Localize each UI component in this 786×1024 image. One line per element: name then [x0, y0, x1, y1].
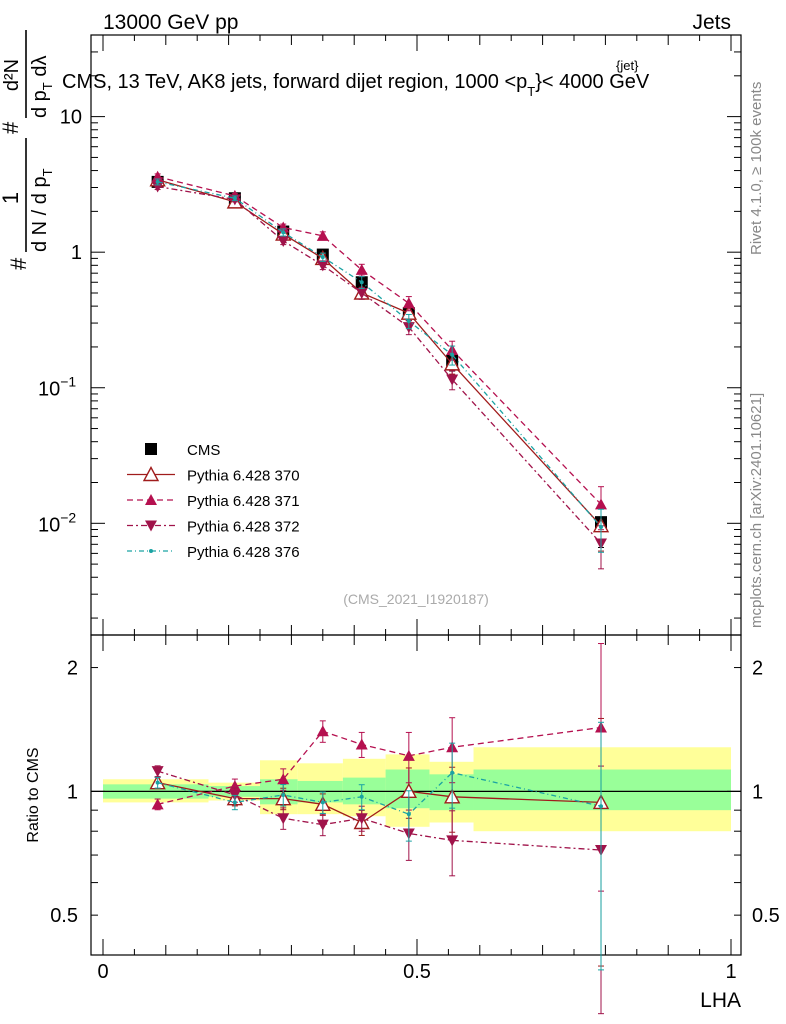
plot-title-sub: T — [527, 84, 535, 99]
point-p376 — [599, 524, 604, 529]
analysis-label: (CMS_2021_I1920187) — [343, 591, 489, 607]
point-p372 — [277, 235, 290, 247]
ratio-y-tick-label-right: 1 — [752, 781, 763, 803]
point-p371 — [316, 725, 329, 737]
point-p376 — [232, 196, 237, 201]
ylabel-hash-2: # — [0, 121, 23, 134]
legend: CMS Pythia 6.428 370 Pythia 6.428 371 Pythi… — [127, 442, 300, 561]
point-p371 — [402, 749, 415, 761]
ratio-y-tick-label: 0.5 — [50, 905, 78, 927]
legend-label: Pythia 6.428 376 — [187, 544, 300, 561]
ylabel-den2: d pT dλ — [29, 56, 55, 118]
point-p372 — [151, 766, 164, 778]
point-p376 — [232, 800, 237, 805]
plot-title-main: CMS, 13 TeV, AK8 jets, forward dijet reg… — [62, 71, 527, 93]
ratio-frame — [90, 634, 742, 956]
main-panel: 10−2 10−1 1 10 — [38, 34, 742, 636]
ratio-panel: 0.5 0.5 1 1 2 2 0 0.5 1 — [50, 634, 780, 1015]
point-p376 — [155, 780, 160, 785]
point-p371 — [595, 498, 608, 510]
series-line-p372 — [157, 770, 602, 851]
ylabel-num2: d²N — [1, 59, 23, 91]
ylabel-hash: # — [6, 257, 31, 270]
ratio-y-tick-label-right: 2 — [752, 658, 763, 680]
legend-marker-p370 — [142, 466, 160, 482]
point-p376 — [320, 800, 325, 805]
point-p372 — [355, 287, 368, 299]
y-axis-label: # 1 d N / d pT # d²N d pT dλ — [0, 30, 55, 270]
point-p376 — [599, 804, 604, 809]
legend-label: Pythia 6.428 370 — [187, 468, 300, 485]
ratio-y-label: Ratio to CMS — [25, 747, 42, 842]
ratio-y-tick-label: 2 — [67, 658, 78, 680]
point-p376 — [406, 319, 411, 324]
point-p372 — [446, 835, 459, 847]
series-line-p372 — [157, 185, 602, 544]
legend-marker-p372 — [145, 520, 157, 532]
y-tick-label: 10 — [60, 107, 82, 129]
header-jets: Jets — [692, 11, 731, 34]
point-p376 — [320, 255, 325, 260]
series-line-p376 — [157, 772, 602, 815]
point-p376 — [359, 794, 364, 799]
point-p376 — [406, 812, 411, 817]
y-tick-label: 10−1 — [38, 374, 76, 401]
point-p372 — [151, 181, 164, 193]
plot-title-sup: {jet} — [616, 58, 639, 73]
header-energy: 13000 GeV pp — [103, 11, 238, 34]
point-p371 — [277, 773, 290, 785]
legend-marker-data — [145, 443, 157, 455]
point-p372 — [277, 813, 290, 825]
ylabel-frac-den: d N / d pT — [29, 168, 55, 252]
y-tick-label: 10−2 — [38, 509, 76, 536]
x-tick-label: 0.5 — [403, 961, 431, 983]
point-p376 — [450, 770, 455, 775]
point-p372 — [316, 260, 329, 272]
point-p371 — [355, 738, 368, 750]
ylabel-frac-num: 1 — [0, 192, 23, 204]
point-p372 — [446, 374, 459, 386]
rivet-label: Rivet 4.1.0, ≥ 100k events — [748, 82, 765, 255]
legend-label: Pythia 6.428 371 — [187, 493, 300, 510]
legend-marker-p371 — [145, 494, 157, 505]
legend-label: CMS — [187, 442, 220, 459]
series-line-p371 — [157, 176, 602, 505]
x-tick-label: 0 — [97, 961, 108, 983]
legend-marker-p376 — [149, 549, 153, 553]
point-p371 — [355, 263, 368, 275]
point-p372 — [316, 819, 329, 831]
legend-label: Pythia 6.428 372 — [187, 519, 300, 536]
mcplots-label: mcplots.cern.ch [arXiv:2401.10621] — [748, 393, 765, 628]
point-p371 — [402, 297, 415, 309]
point-p376 — [450, 352, 455, 357]
ratio-y-tick-label: 1 — [67, 781, 78, 803]
x-tick-label: 1 — [725, 961, 736, 983]
point-p376 — [359, 280, 364, 285]
plot-title-end: }< 4000 GeV — [535, 71, 650, 93]
x-axis-label: LHA — [700, 989, 741, 1012]
point-p372 — [355, 813, 368, 825]
point-p376 — [281, 792, 286, 797]
ratio-y-tick-label-right: 0.5 — [752, 905, 780, 927]
point-p371 — [316, 229, 329, 241]
y-tick-label: 1 — [71, 242, 82, 264]
point-p376 — [281, 230, 286, 235]
series-line-p371 — [157, 726, 602, 805]
point-p376 — [155, 179, 160, 184]
series-line-p376 — [157, 181, 602, 528]
point-p371 — [151, 798, 164, 810]
series-line-p370 — [157, 179, 602, 527]
plot-title: CMS, 13 TeV, AK8 jets, forward dijet reg… — [62, 71, 650, 99]
